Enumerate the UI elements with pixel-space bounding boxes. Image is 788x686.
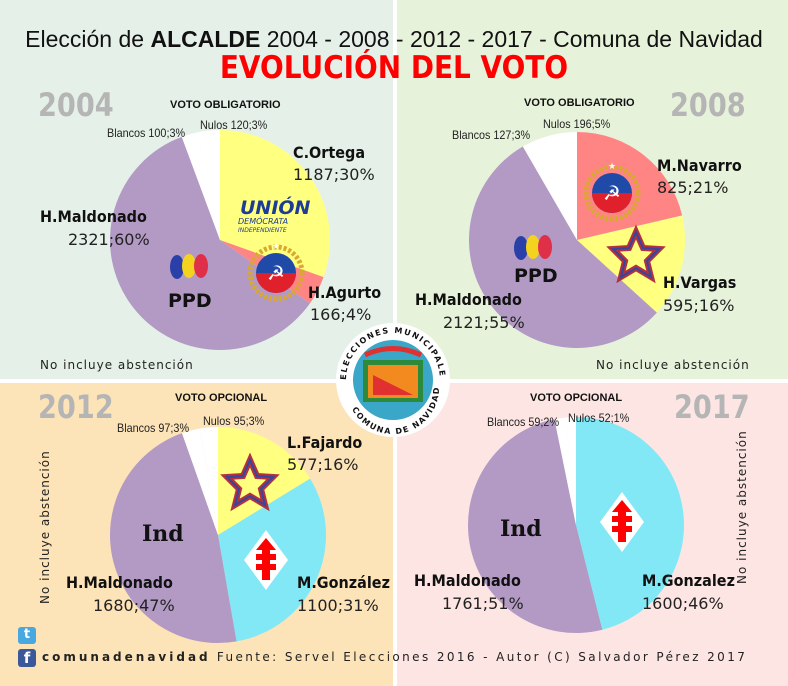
- ppd-logo-2008: [514, 235, 552, 260]
- party-ppd: PPD: [168, 290, 212, 312]
- candidate-name: C.Ortega: [293, 143, 366, 162]
- nulos-label: Nulos 120;3%: [200, 118, 268, 132]
- pie-slice-lfajardo: [218, 427, 311, 535]
- elecciones-emblem: ELECCIONES MUNICIPALES 2016 COMUNA DE NA…: [336, 323, 450, 437]
- vote-mode: VOTO OPCIONAL: [175, 392, 268, 404]
- dc-logo-2017: [600, 492, 644, 552]
- udi-logo: UNIÓN DEMÓCRATA INDEPENDIENTE: [238, 195, 311, 234]
- vote-mode: VOTO OPCIONAL: [530, 392, 623, 404]
- candidate-name: M.González: [297, 573, 390, 592]
- candidate-value: 1600;46%: [642, 594, 724, 613]
- nulos-label: Nulos 196;5%: [543, 117, 611, 131]
- pie-slice-cortega: [220, 130, 330, 278]
- pie-slice-hvargas: [577, 215, 685, 313]
- pc-logo-2004: ☭ ★: [247, 242, 305, 302]
- footer-handle: comunadenavidad: [42, 650, 211, 664]
- candidate-value: 825;21%: [657, 178, 729, 197]
- pie-slice-blancos: [181, 132, 220, 240]
- candidate-value: 2321;60%: [68, 230, 150, 249]
- vote-mode: VOTO OBLIGATORIO: [524, 97, 635, 109]
- pro-star-logo-2008: [606, 224, 666, 284]
- candidate-value: 1100;31%: [297, 596, 379, 615]
- note-vertical: No incluye abstención: [38, 450, 52, 604]
- svg-text:INDEPENDIENTE: INDEPENDIENTE: [238, 227, 287, 234]
- svg-text:☭: ☭: [267, 261, 285, 285]
- page-title: Elección de ALCALDE 2004 - 2008 - 2012 -…: [25, 26, 763, 52]
- party-ind: Ind: [142, 521, 184, 547]
- pie-slice-nulos: [199, 427, 218, 535]
- footer-source: Fuente: Servel Elecciones 2016 - Autor (…: [210, 650, 748, 664]
- year-2008: 2008: [670, 86, 746, 124]
- pie-slice-hmaldonado: [110, 136, 311, 350]
- footer-credits: comunadenavidad Fuente: Servel Eleccione…: [42, 650, 747, 664]
- svg-text:DEMÓCRATA: DEMÓCRATA: [238, 215, 288, 226]
- candidate-value: 2121;55%: [443, 313, 525, 332]
- party-ppd: PPD: [514, 265, 558, 287]
- candidate-name: H.Agurto: [308, 283, 382, 302]
- year-2012: 2012: [38, 388, 114, 426]
- candidate-name: H.Maldonado: [66, 573, 173, 592]
- note: No incluye abstención: [596, 358, 750, 372]
- facebook-icon[interactable]: f: [18, 649, 36, 667]
- candidate-value: 577;16%: [287, 455, 359, 474]
- dc-logo-2012: [244, 530, 288, 590]
- pie-slice-nulos: [543, 132, 577, 240]
- nulos-label: Nulos 52;1%: [568, 411, 630, 425]
- note-vertical: No incluye abstención: [735, 430, 749, 584]
- svg-text:☭: ☭: [603, 181, 621, 205]
- blancos-label: Blancos 127;3%: [452, 128, 531, 142]
- candidate-value: 1187;30%: [293, 165, 375, 184]
- twitter-icon[interactable]: t: [18, 627, 36, 644]
- candidate-name: M.Navarro: [657, 156, 742, 175]
- blancos-label: Blancos 59;2%: [487, 415, 560, 429]
- blancos-label: Blancos 97;3%: [117, 421, 190, 435]
- blancos-label: Blancos 100;3%: [107, 126, 186, 140]
- vote-mode: VOTO OBLIGATORIO: [170, 99, 281, 111]
- candidate-name: H.Maldonado: [415, 290, 522, 309]
- candidate-value: 595;16%: [663, 296, 735, 315]
- candidate-value: 166;4%: [310, 305, 372, 324]
- candidate-value: 1761;51%: [442, 594, 524, 613]
- pie-slice-hmaldonado: [468, 419, 603, 633]
- note: No incluye abstención: [40, 358, 194, 372]
- page-subtitle: EVOLUCIÓN DEL VOTO: [219, 50, 569, 86]
- pie-slice-hmaldonado: [468, 146, 657, 349]
- pie-slice-blancos: [181, 428, 218, 535]
- candidate-value: 1680;47%: [93, 596, 175, 615]
- pie-slice-nulos: [565, 417, 576, 525]
- pie-slice-hmaldonado: [110, 433, 237, 644]
- party-ind: Ind: [500, 516, 542, 542]
- candidate-name: L.Fajardo: [287, 433, 363, 452]
- pie-slice-blancos: [554, 417, 576, 525]
- svg-text:★: ★: [608, 162, 616, 172]
- pro-star-logo-2012: [220, 452, 280, 512]
- candidate-name: H.Vargas: [663, 273, 737, 292]
- nulos-label: Nulos 95;3%: [203, 414, 265, 428]
- year-2017: 2017: [674, 388, 750, 426]
- candidate-name: H.Maldonado: [40, 207, 147, 226]
- candidate-name: H.Maldonado: [414, 571, 521, 590]
- ppd-logo-2004: [170, 254, 208, 279]
- pie-slice-nulos: [198, 130, 220, 240]
- svg-text:UNIÓN: UNIÓN: [240, 195, 311, 219]
- pc-logo-2008: ☭ ★: [583, 162, 641, 222]
- svg-text:★: ★: [272, 242, 280, 252]
- pie-slice-blancos: [522, 137, 577, 240]
- year-2004: 2004: [38, 86, 114, 124]
- candidate-name: M.Gonzalez: [642, 571, 735, 590]
